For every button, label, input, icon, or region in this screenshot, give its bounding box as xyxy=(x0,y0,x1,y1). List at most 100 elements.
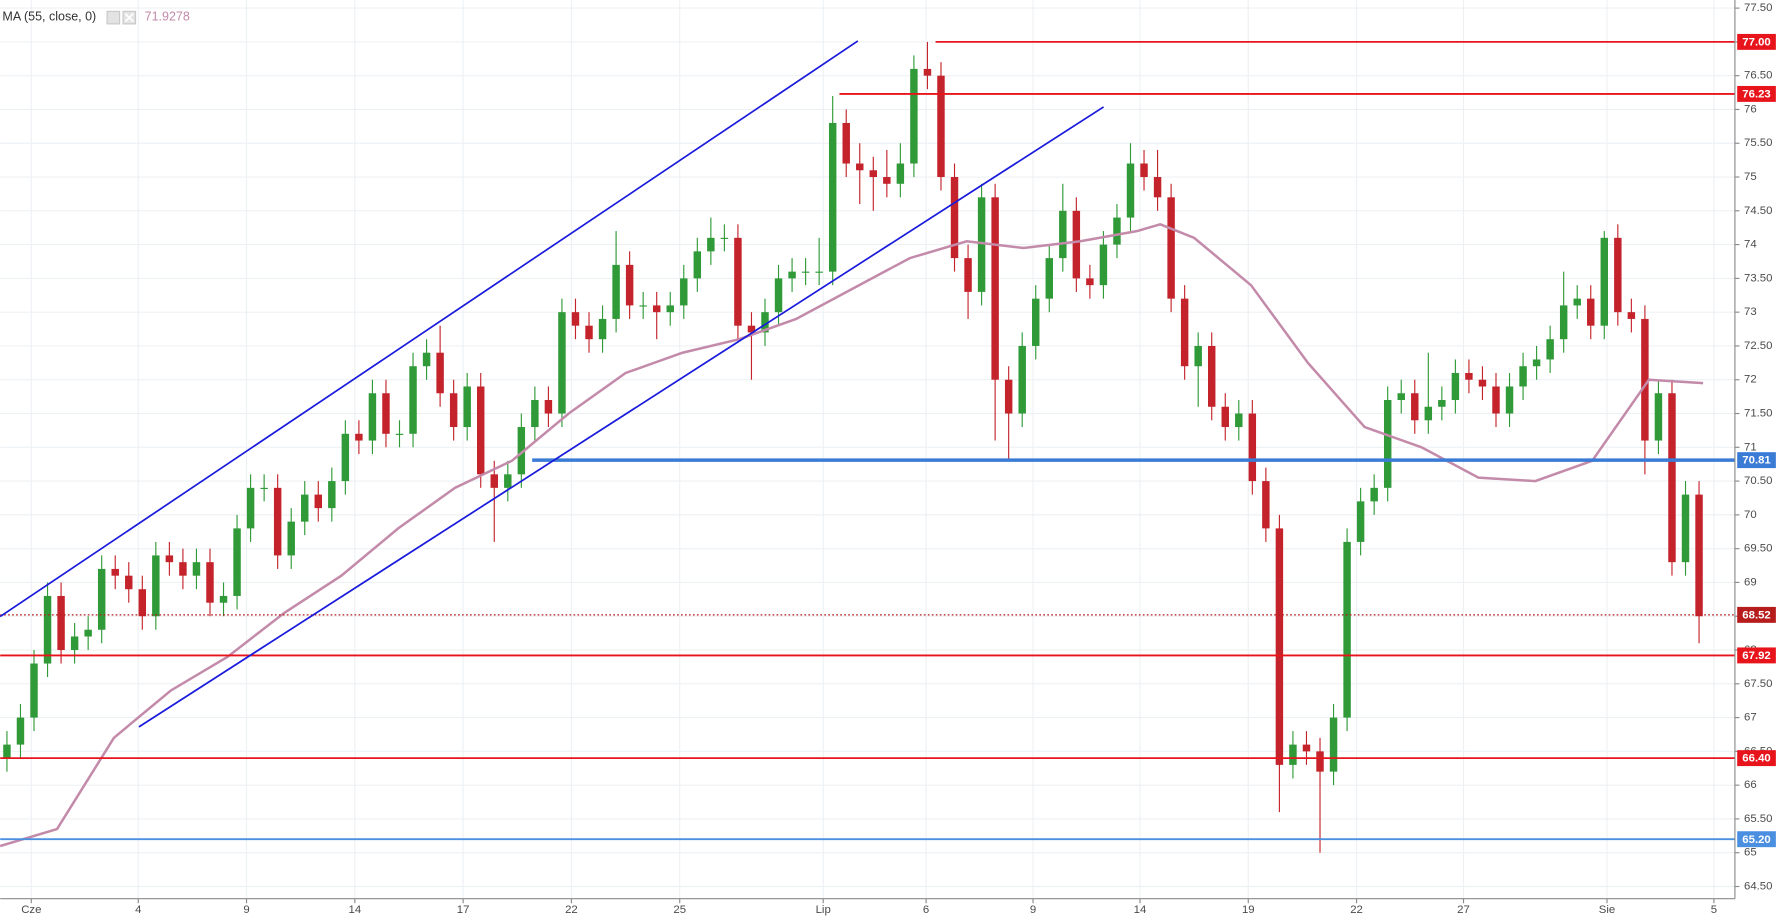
settings-icon[interactable] xyxy=(106,10,121,25)
candle-body xyxy=(1207,345,1216,407)
candle-body xyxy=(165,555,174,563)
x-tick-label: 14 xyxy=(1134,904,1147,916)
y-tick-label: 77.50 xyxy=(1744,2,1772,14)
candle-body xyxy=(1465,372,1473,380)
candle-body xyxy=(1248,413,1257,482)
trend-lines xyxy=(0,40,1105,728)
legend: MA (55, close, 0) 71.9278 xyxy=(2,9,190,25)
level-label: 77.00 xyxy=(1742,36,1770,48)
candle-body xyxy=(558,312,566,414)
close-icon-glyph xyxy=(124,13,134,23)
candle-body xyxy=(1045,258,1053,299)
x-tick-label: 14 xyxy=(349,904,362,916)
level-label: 65.20 xyxy=(1742,834,1770,846)
candle-body xyxy=(436,352,444,394)
x-tick-label: 22 xyxy=(1350,904,1363,916)
candle-body xyxy=(301,494,309,522)
candle-body xyxy=(1451,372,1460,401)
candle-body xyxy=(1194,345,1202,367)
candle-body xyxy=(652,305,661,313)
candle-body xyxy=(612,264,620,319)
x-tick-label: 4 xyxy=(135,904,141,916)
candle-body xyxy=(1180,298,1189,367)
candle-body xyxy=(517,427,526,475)
candle-body xyxy=(490,474,498,488)
candle-body xyxy=(734,237,742,326)
candle-body xyxy=(1059,210,1067,259)
candle-body xyxy=(747,325,756,333)
candle-body xyxy=(923,68,932,76)
candle-body xyxy=(801,271,810,273)
candle-body xyxy=(625,264,634,306)
candle-body xyxy=(382,393,390,434)
candle-body xyxy=(1316,751,1324,772)
candle-body xyxy=(1546,339,1554,360)
x-tick-label: 9 xyxy=(243,904,249,916)
candle-body xyxy=(477,386,485,475)
candle-body xyxy=(720,237,729,239)
y-tick-label: 74.50 xyxy=(1744,205,1772,217)
level-label-box xyxy=(1737,85,1776,102)
grid xyxy=(0,0,1735,899)
y-tick-label: 73 xyxy=(1744,306,1757,318)
candle-body xyxy=(233,528,241,596)
candle-body xyxy=(977,197,986,292)
candle-body xyxy=(1329,717,1338,772)
x-tick-label: 6 xyxy=(923,904,929,916)
y-tick-label: 75 xyxy=(1744,171,1757,183)
candle-body xyxy=(206,562,214,603)
y-tick-label: 64.50 xyxy=(1744,880,1772,892)
level-label: 67.92 xyxy=(1742,650,1770,662)
candle-body xyxy=(1695,494,1703,617)
candle-body xyxy=(761,312,769,333)
candle-body xyxy=(328,481,336,509)
level-label-box xyxy=(1737,831,1776,848)
candle-body xyxy=(666,305,674,313)
candle-body xyxy=(1221,406,1229,428)
candle-body xyxy=(463,386,471,428)
candle-body xyxy=(125,575,133,590)
x-tick-label: Sie xyxy=(1599,904,1615,916)
channel-upper xyxy=(0,40,859,618)
candle-body xyxy=(422,352,431,367)
candle-body xyxy=(1668,393,1676,563)
candle-body xyxy=(991,197,999,380)
level-label: 68.52 xyxy=(1742,609,1770,621)
candle-body xyxy=(1519,366,1527,387)
level-label-box xyxy=(1737,750,1776,767)
candle-body xyxy=(30,663,38,718)
candle-body xyxy=(43,595,52,664)
candle-body xyxy=(138,589,147,617)
candle-body xyxy=(1086,278,1094,286)
y-tick-label: 70 xyxy=(1744,509,1757,521)
candle-body xyxy=(1411,393,1419,421)
candle-body xyxy=(341,433,350,482)
candle-body xyxy=(409,366,417,434)
candle-body xyxy=(1383,400,1392,488)
y-tick-label: 76.50 xyxy=(1744,70,1772,82)
candle-body xyxy=(1356,501,1365,542)
candle-body xyxy=(1627,312,1636,319)
candle-body xyxy=(287,521,295,556)
candle-body xyxy=(1262,481,1270,529)
y-tick-label: 75.50 xyxy=(1744,137,1772,149)
candle-body xyxy=(368,393,377,441)
plot-area xyxy=(0,40,1735,853)
level-label-box xyxy=(1737,452,1776,469)
candle-body xyxy=(964,258,972,292)
candle-body xyxy=(1600,237,1609,326)
candle-body xyxy=(774,278,783,313)
channel-lower xyxy=(138,106,1105,728)
candle-body xyxy=(192,562,201,576)
x-tick-label: Cze xyxy=(21,904,41,916)
candle-body xyxy=(585,325,593,340)
candle-body xyxy=(219,595,228,603)
x-tick-label: 22 xyxy=(565,904,578,916)
candle-body xyxy=(544,400,553,414)
x-tick-label: 27 xyxy=(1457,904,1470,916)
y-tick-label: 71 xyxy=(1744,441,1757,453)
y-tick-label: 70.50 xyxy=(1744,475,1772,487)
y-tick-label: 72.50 xyxy=(1744,340,1772,352)
candle-body xyxy=(1438,400,1446,407)
